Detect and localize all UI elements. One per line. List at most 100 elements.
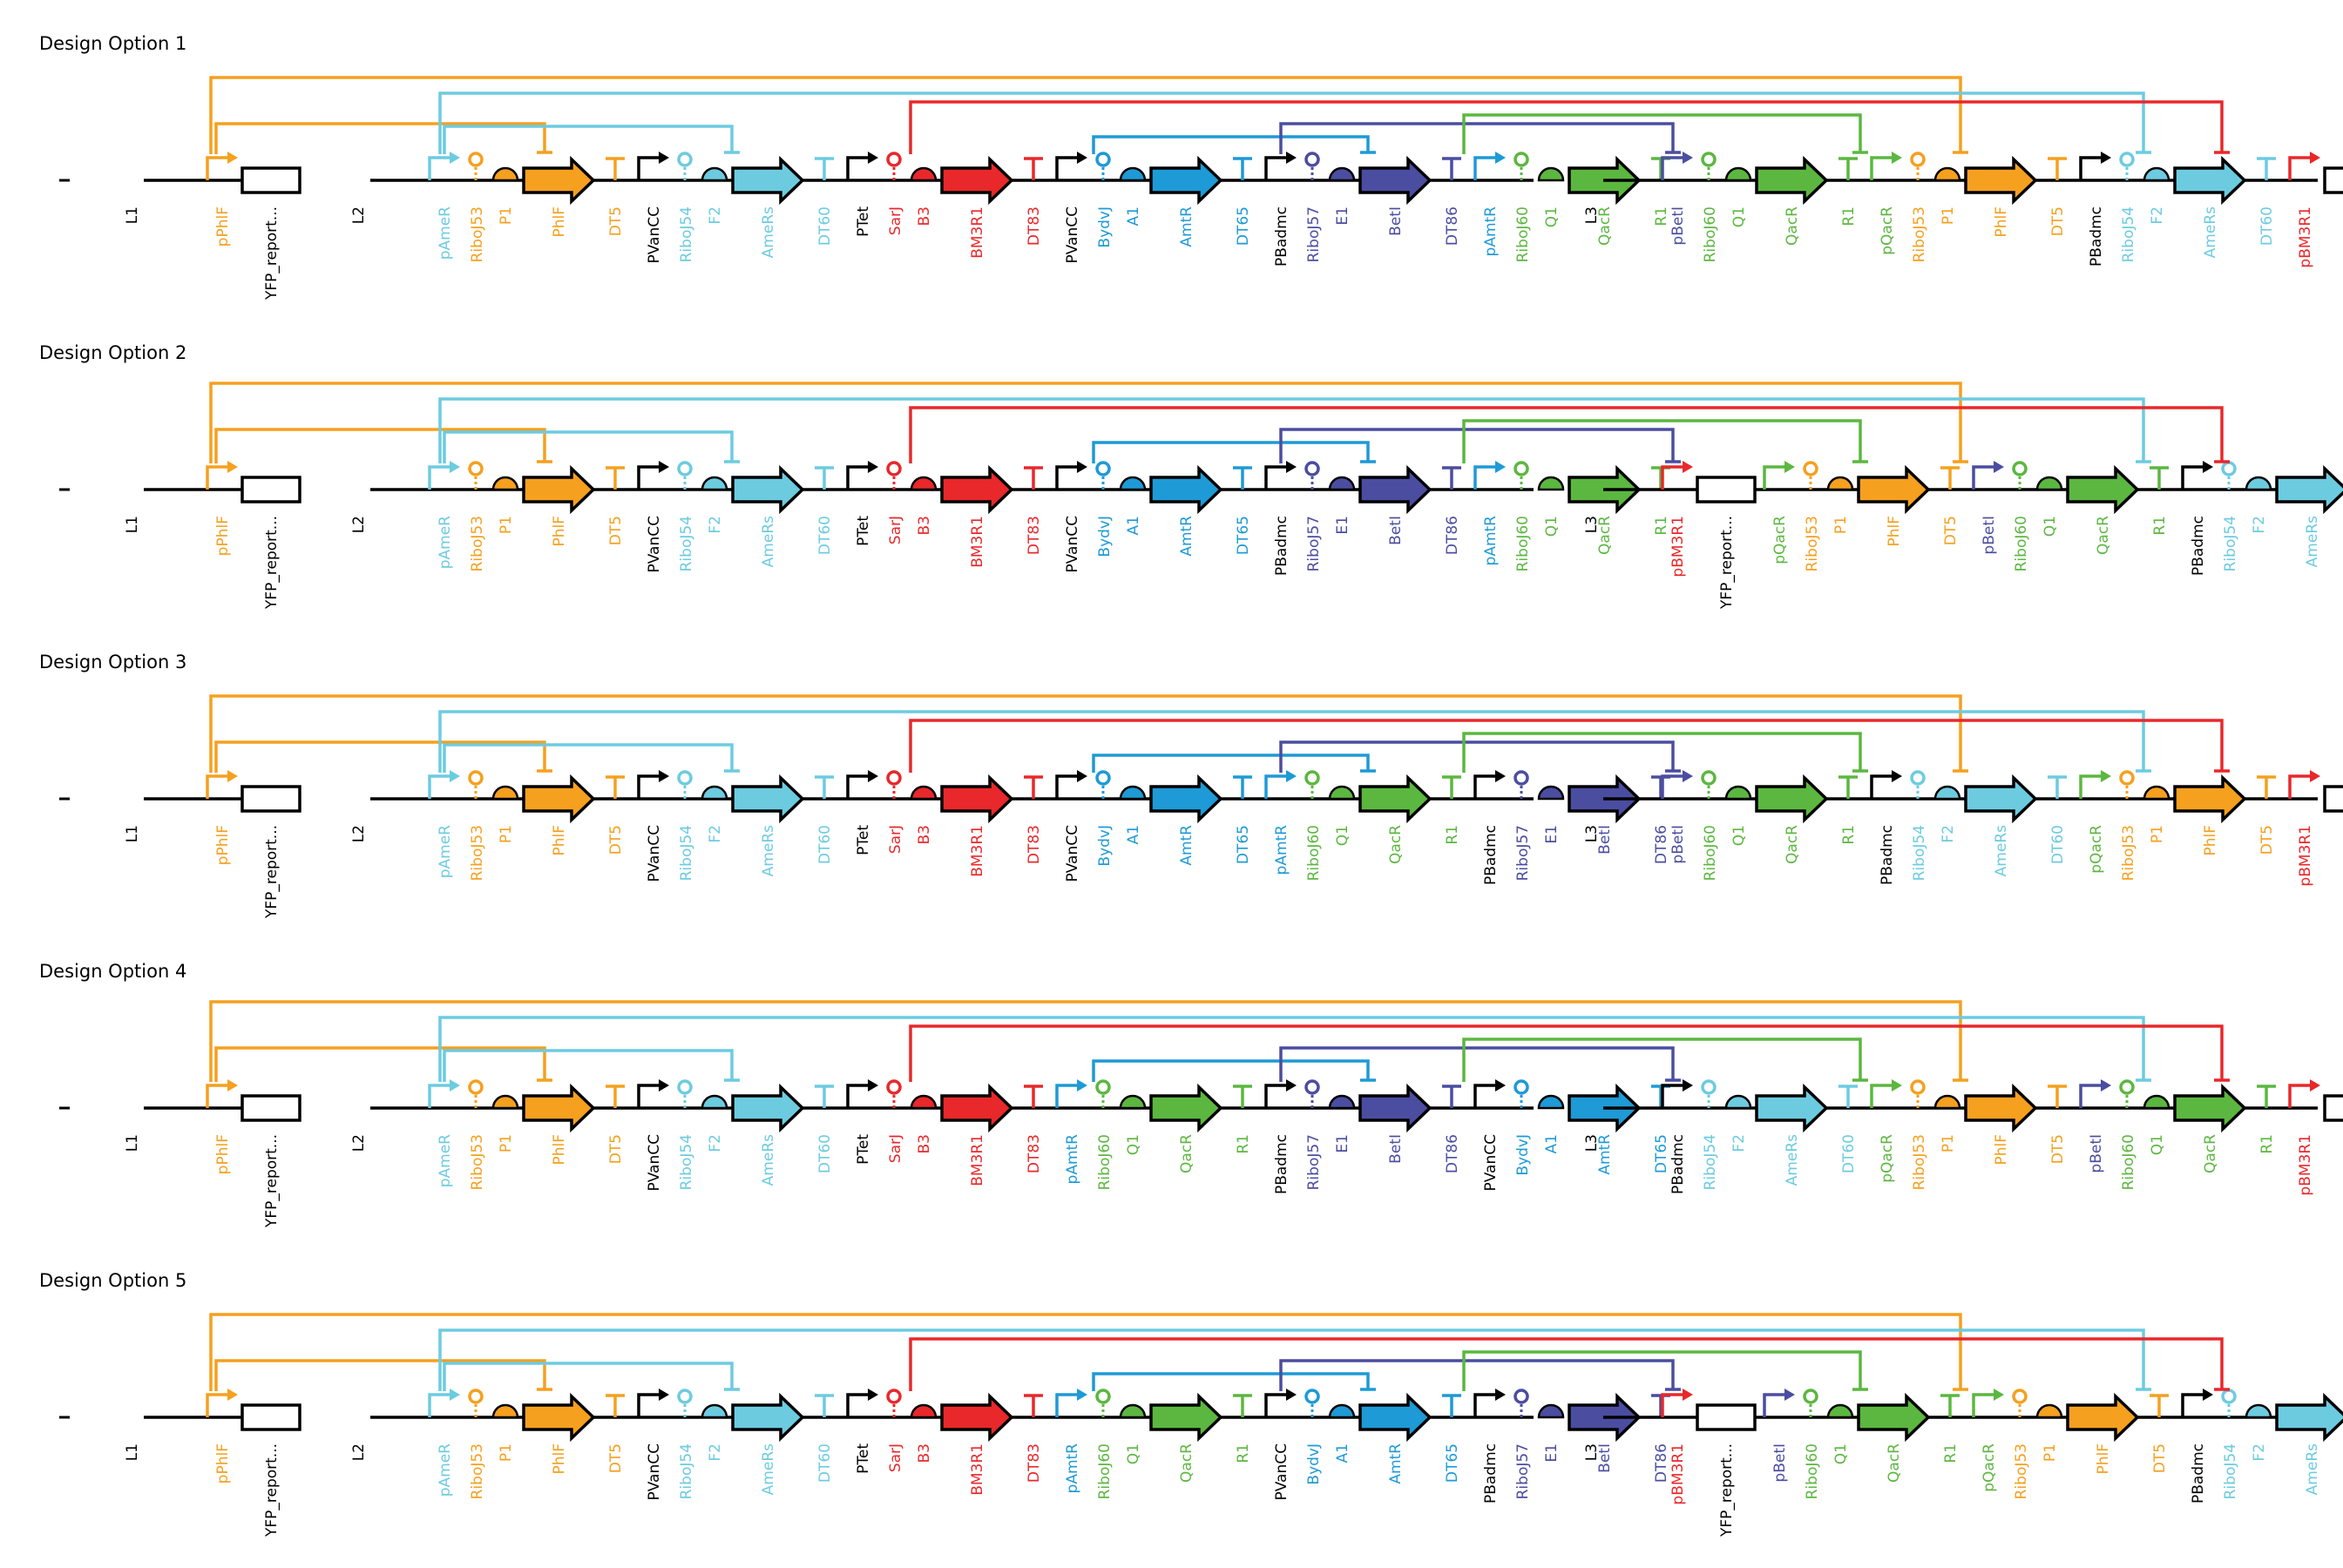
dt5-part: DT5	[606, 1085, 625, 1164]
part-label: PVanCC	[646, 1443, 663, 1501]
part-label: AmeRs	[2202, 206, 2219, 258]
promoter-arrowhead	[1077, 770, 1087, 782]
dt60-part: DT60	[815, 466, 834, 555]
rbs-icon	[1826, 1403, 1854, 1419]
amtr-part: AmtR	[1149, 464, 1223, 557]
terminator-icon	[815, 466, 834, 490]
dt60-part: DT60	[815, 157, 834, 246]
pvancc-part: PVanCC	[1473, 1079, 1506, 1192]
part-label: SarJ	[887, 825, 904, 854]
part-label: BetI	[1387, 1134, 1405, 1164]
repression-connector	[209, 382, 1962, 463]
construct-label: L2	[350, 1134, 368, 1152]
ribozyme-icon	[2012, 1389, 2028, 1404]
part-label: PhlF	[2202, 825, 2219, 856]
dt5-part: DT5	[2048, 157, 2067, 236]
construct-l3: L3 PBadmc RiboJ54 F2 AmeRs DT60 pQacR RiboJ53 P1…	[1583, 1079, 2343, 1196]
yfp-report-part: YFP_report...	[240, 166, 301, 301]
part-label: P1	[498, 206, 515, 225]
part-label: RiboJ53	[469, 516, 486, 571]
part-label: AmtR	[1178, 206, 1195, 247]
part-label: BM3R1	[969, 825, 986, 877]
part-label: DT60	[816, 1134, 834, 1173]
part-label: P1	[498, 516, 515, 534]
part-label: R1	[2151, 516, 2169, 536]
q1-part: Q1	[1119, 1403, 1147, 1464]
part-label: pBM3R1	[2297, 206, 2314, 268]
promoter-arrowhead	[659, 1079, 669, 1092]
reporter-box	[240, 1094, 301, 1122]
promoter-icon	[637, 1084, 660, 1108]
rbs-icon	[1328, 1094, 1356, 1110]
dt83-part: DT83	[1024, 1085, 1043, 1173]
part-label: PVanCC	[646, 206, 663, 264]
amers-part: AmeRs	[1964, 774, 2038, 876]
part-label: PhlF	[1886, 516, 1903, 547]
part-label: AmeRs	[2304, 516, 2321, 567]
cds-arrow	[2275, 1392, 2343, 1443]
dt5-part: DT5	[606, 157, 625, 236]
dt86-part: DT86	[1442, 466, 1461, 555]
part-label: pAmeR	[437, 825, 454, 878]
repression-connector	[1092, 441, 1370, 463]
part-label: DT65	[1653, 1134, 1670, 1173]
pbeti-part: pBetI	[1763, 1389, 1795, 1483]
pvancc-part: PVanCC	[637, 461, 669, 573]
part-label: RiboJ60	[2013, 516, 2030, 571]
ptet-part: PTet	[846, 1389, 878, 1474]
part-label: RiboJ54	[678, 206, 695, 262]
pamer-part: pAmeR	[428, 770, 460, 878]
b3-part: B3	[910, 1094, 938, 1153]
part-label: BetI	[1596, 825, 1614, 855]
cds-arrow	[1964, 155, 2038, 206]
promoter-icon	[1055, 1084, 1079, 1108]
part-label: R1	[1653, 516, 1670, 536]
part-label: RiboJ53	[2013, 1443, 2030, 1499]
part-label: pPhlF	[214, 1443, 232, 1484]
riboj60-part: RiboJ60	[1803, 1389, 1821, 1499]
repression-connector	[1462, 1350, 1862, 1391]
promoter-arrowhead	[1495, 152, 1506, 164]
part-label: R1	[1840, 206, 1858, 226]
rbs-icon	[1537, 476, 1565, 491]
promoter-arrowhead	[227, 152, 238, 164]
promoter-arrowhead	[450, 1389, 460, 1401]
rbs-icon	[1328, 166, 1356, 182]
terminator-icon	[1442, 466, 1461, 490]
part-label: RiboJ54	[2222, 516, 2239, 571]
qacr-part: QacR	[1149, 1392, 1223, 1483]
b3-part: B3	[910, 1403, 938, 1463]
pbeti-part: pBetI	[2079, 1079, 2111, 1173]
cds-arrow	[940, 1083, 1014, 1133]
part-label: BydvJ	[1305, 1443, 1323, 1485]
part-label: PBadmc	[1669, 1134, 1687, 1194]
riboj57-part: RiboJ57	[1304, 152, 1323, 262]
part-label: YFP_report...	[263, 1443, 281, 1538]
part-label: DT5	[607, 825, 625, 855]
cds-arrow	[2173, 774, 2247, 824]
dt5-part: DT5	[2150, 1394, 2169, 1473]
repression-connector	[1092, 1372, 1370, 1391]
repression-connector	[443, 743, 734, 773]
dt60-part: DT60	[1839, 1085, 1858, 1173]
cds-arrow	[522, 464, 596, 515]
ribozyme-icon	[1803, 461, 1818, 476]
construct-l3: L3 pBM3R1 YFP_report... pBetI RiboJ60 Q1 QacR R…	[1583, 1389, 2343, 1538]
cds-arrow	[1149, 464, 1223, 515]
part-label: DT83	[1026, 825, 1043, 864]
promoter-arrowhead	[227, 461, 238, 473]
ribozyme-icon	[468, 461, 484, 476]
repression-connector	[209, 76, 1962, 154]
e1-part: E1	[1537, 1403, 1565, 1463]
part-label: Q1	[2042, 516, 2059, 537]
promoter-icon	[428, 1393, 451, 1417]
amers-part: AmeRs	[731, 774, 805, 876]
pbadmc-part: PBadmc	[2181, 461, 2213, 576]
part-label: E1	[1543, 825, 1561, 844]
repression-connector	[214, 740, 546, 773]
beti-part: BetI	[1568, 774, 1642, 855]
part-label: R1	[1235, 1134, 1252, 1154]
qacr-part: QacR	[1358, 774, 1432, 864]
promoter-icon	[2181, 1393, 2204, 1417]
promoter-icon	[1055, 156, 1079, 180]
